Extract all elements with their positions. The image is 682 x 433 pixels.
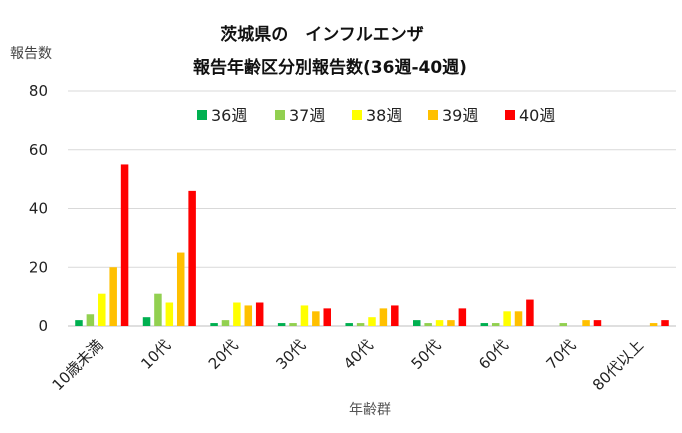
- legend: 36週 37週 38週 39週 40週: [197, 106, 555, 125]
- bar: [379, 308, 388, 326]
- bar: [176, 252, 185, 326]
- y-axis-ticks: 0 20 40 60 80: [29, 82, 48, 335]
- legend-label: 38週: [366, 106, 402, 125]
- bar: [277, 323, 286, 326]
- legend-swatch: [197, 110, 207, 120]
- bar: [503, 311, 511, 326]
- y-tick-label: 40: [29, 200, 48, 218]
- x-tick-label: 10代: [137, 336, 174, 373]
- bar: [210, 323, 218, 326]
- bar: [447, 320, 455, 326]
- x-tick-label: 70代: [543, 336, 580, 373]
- legend-label: 36週: [211, 106, 247, 125]
- x-tick-label: 40代: [340, 336, 377, 373]
- bar: [514, 311, 523, 326]
- x-tick-label: 50代: [408, 336, 445, 373]
- bar: [661, 320, 669, 326]
- bar: [356, 323, 365, 326]
- y-tick-label: 60: [29, 141, 48, 159]
- bar: [424, 323, 432, 326]
- bar: [491, 323, 500, 326]
- bar: [86, 314, 95, 326]
- bar: [221, 320, 230, 326]
- bar: [255, 302, 264, 326]
- x-tick-label: 80代以上: [589, 336, 647, 394]
- x-tick-label: 60代: [475, 336, 512, 373]
- y-tick-label: 0: [38, 317, 48, 335]
- y-tick-label: 20: [29, 258, 48, 276]
- bar: [165, 302, 174, 326]
- gridlines: [68, 90, 676, 327]
- bar: [312, 311, 320, 326]
- x-axis-ticks: 10歳未満 10代 20代 30代 40代 50代 60代 70代 80代以上: [49, 336, 647, 394]
- bar: [323, 308, 331, 326]
- bar: [244, 305, 253, 326]
- bar: [154, 293, 162, 326]
- legend-label: 40週: [519, 106, 555, 125]
- bar: [368, 317, 376, 326]
- bar: [582, 320, 590, 326]
- legend-label: 37週: [289, 106, 325, 125]
- bar: [526, 299, 534, 326]
- bar: [289, 323, 297, 326]
- bars: [75, 164, 669, 326]
- legend-label: 39週: [442, 106, 478, 125]
- legend-swatch: [505, 110, 515, 120]
- legend-swatch: [275, 110, 285, 120]
- x-tick-label: 30代: [272, 336, 309, 373]
- bar: [300, 305, 309, 326]
- x-axis-label: 年齢群: [349, 402, 391, 418]
- bar: [345, 323, 353, 326]
- legend-swatch: [352, 110, 362, 120]
- bar: [413, 320, 421, 326]
- bar: [649, 323, 658, 326]
- bar: [75, 320, 83, 326]
- bar: [435, 320, 444, 326]
- bar: [458, 308, 467, 326]
- chart-title: 茨城県の インフルエンザ: [220, 24, 424, 45]
- bar: [142, 317, 151, 326]
- y-axis-label: 報告数: [10, 46, 52, 62]
- x-tick-label: 10歳未満: [49, 336, 107, 394]
- bar: [109, 267, 117, 326]
- x-tick-label: 20代: [205, 336, 242, 373]
- bar: [391, 305, 399, 326]
- y-tick-label: 80: [29, 82, 48, 100]
- bar: [593, 320, 602, 326]
- bar: [120, 164, 129, 326]
- bar: [480, 323, 489, 326]
- bar: [98, 293, 106, 326]
- bar: [233, 302, 241, 326]
- legend-swatch: [428, 110, 438, 120]
- bar: [559, 323, 568, 326]
- chart-subtitle: 報告年齢区分別報告数(36週-40週): [193, 57, 467, 78]
- bar: [188, 190, 196, 326]
